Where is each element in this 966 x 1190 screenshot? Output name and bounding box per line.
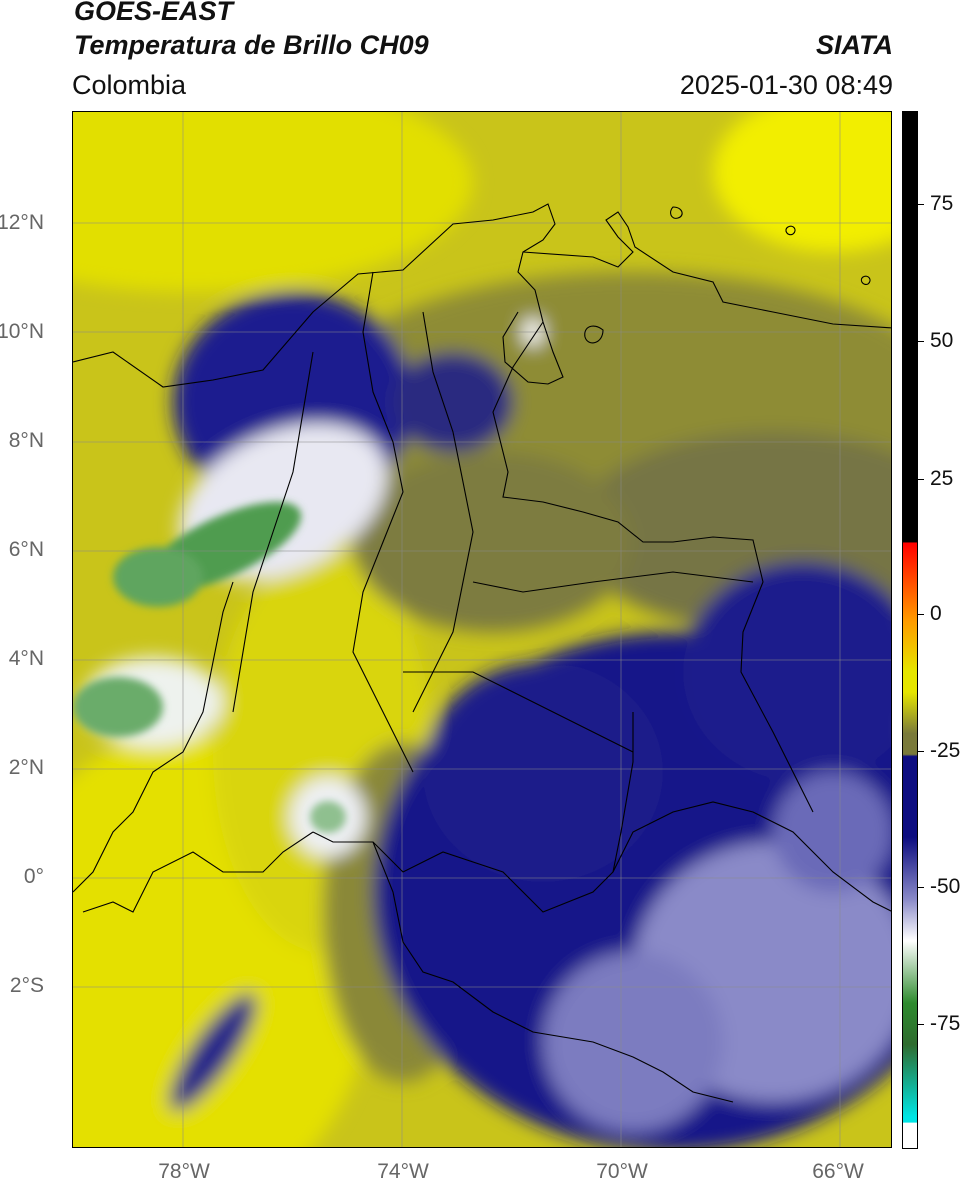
lat-label: 2°N [8,756,44,779]
lat-label: 0° [23,865,44,888]
lat-label: 2°S [9,974,44,997]
lat-label: 6°N [8,538,44,561]
colorbar-tick [918,341,924,342]
colorbar-tick [918,751,924,752]
colorbar-tick [918,887,924,888]
region-label: Colombia [72,70,187,100]
olive-zone [353,452,633,632]
admin-line [352,271,414,773]
satellite-map[interactable] [72,111,892,1148]
lon-label: 70°W [596,1160,648,1183]
colorbar-tick [918,204,924,205]
colorbar-label: 50 [930,329,954,352]
colorbar-label: 25 [930,467,954,490]
brazil-venezuela-border [612,801,891,912]
island [860,275,871,285]
white-cloud [543,952,723,1132]
admin-line [403,671,634,753]
admin-line [412,311,474,713]
navy-zone [169,993,257,1111]
lon-label: 74°W [377,1160,429,1183]
yellow-zone [73,112,473,292]
colorbar-tick [918,1024,924,1025]
colorbar-label: -50 [930,875,961,898]
colorbar-tick [918,614,924,615]
southern-border [372,841,734,1103]
colombia-brazil-border [312,712,634,913]
admin-line [472,571,754,593]
white-cloud [773,772,891,892]
coastline-borders [73,203,891,1103]
colorbar [902,111,918,1149]
pacific-coast [73,581,234,893]
peru-ecuador-border [82,831,314,913]
colorbar-label: -75 [930,1012,961,1035]
lon-label: 78°W [158,1160,210,1183]
island [669,206,683,219]
colorbar-tick [918,479,924,480]
colorbar-label: 0 [930,602,942,625]
navy-zone [683,562,891,782]
colombia-venezuela-border [492,321,814,813]
admin-line [232,351,314,713]
venezuela-coast [522,211,891,329]
lat-label: 10°N [0,320,44,343]
product-title: Temperatura de Brillo CH09 [74,30,429,60]
lon-label: 66°W [812,1160,864,1183]
green-core [73,677,163,737]
colorbar-label: -25 [930,739,961,762]
lat-label: 8°N [8,429,44,452]
lat-label: 4°N [8,647,44,670]
caribbean-coast [73,203,564,388]
agency-label: SIATA [816,30,893,60]
green-core [310,801,346,833]
satellite-title: GOES-EAST [74,0,234,26]
navy-zone [393,352,513,452]
green-core [113,547,203,607]
island [785,225,796,236]
graticule [73,112,891,1147]
yellow-zone [713,112,891,252]
colorbar-label: 75 [930,192,954,215]
datetime-label: 2025-01-30 08:49 [679,70,893,100]
island [584,325,604,344]
navy-zone [423,662,663,882]
lat-label: 12°N [0,211,44,234]
